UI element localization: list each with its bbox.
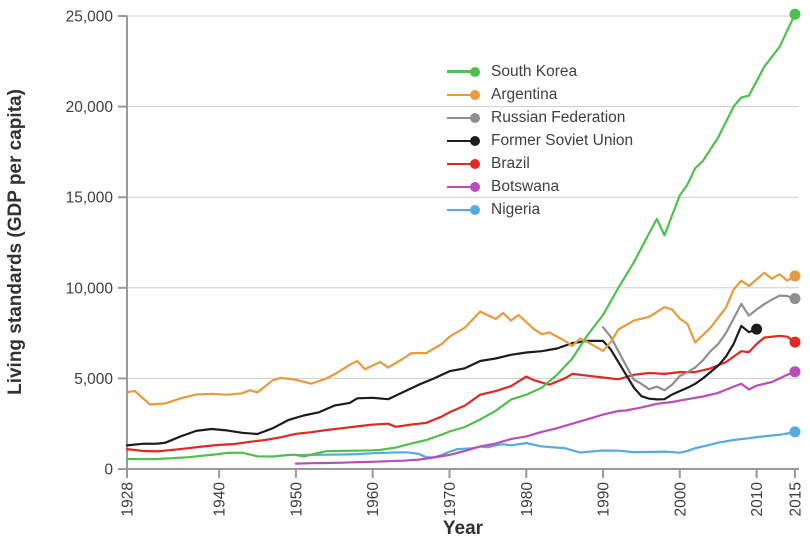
series-end-dot-nigeria bbox=[789, 426, 801, 438]
legend-label: Argentina bbox=[491, 85, 558, 103]
series-line-russian-federation bbox=[601, 294, 797, 392]
y-tick-label: 0 bbox=[104, 462, 113, 479]
series-end-dot-argentina bbox=[789, 270, 801, 282]
series-end-dot-russian-federation bbox=[789, 293, 801, 305]
y-tick-label: 20,000 bbox=[66, 99, 114, 116]
legend-dot-icon bbox=[470, 158, 480, 169]
legend-swatch-icon bbox=[447, 182, 480, 193]
x-tick-label: 1980 bbox=[519, 482, 536, 517]
series-end-dot-former-soviet-union bbox=[751, 323, 763, 335]
legend-line-icon bbox=[447, 185, 477, 189]
legend-dot-icon bbox=[470, 89, 480, 100]
legend-swatch-icon bbox=[447, 205, 480, 216]
x-tick-label: 2010 bbox=[749, 482, 766, 517]
series-line-south-korea bbox=[125, 13, 797, 461]
legend-line-icon bbox=[447, 93, 477, 96]
x-tick-label: 2015 bbox=[788, 482, 805, 516]
legend-label: Botswana bbox=[491, 178, 560, 196]
legend-item-brazil: Brazil bbox=[447, 152, 633, 175]
legend-item-botswana: Botswana bbox=[447, 175, 633, 198]
x-tick-label: 1940 bbox=[212, 482, 229, 517]
legend-dot-icon bbox=[470, 205, 480, 216]
legend-swatch-icon bbox=[447, 135, 480, 146]
series-end-dot-brazil bbox=[789, 336, 801, 348]
legend-label: Former Soviet Union bbox=[491, 131, 634, 149]
x-axis-title: Year bbox=[442, 518, 484, 539]
series-line-nigeria bbox=[294, 430, 797, 459]
y-axis-title: Living standards (GDP per capita) bbox=[5, 89, 26, 395]
legend-item-nigeria: Nigeria bbox=[447, 199, 633, 222]
legend-swatch-icon bbox=[447, 66, 480, 77]
legend-label: Brazil bbox=[491, 154, 530, 172]
series-line-botswana bbox=[294, 370, 797, 465]
legend-item-argentina: Argentina bbox=[447, 83, 633, 106]
x-tick-label: 1970 bbox=[442, 482, 459, 517]
legend-line-icon bbox=[447, 162, 477, 165]
x-tick-label: 1950 bbox=[288, 482, 305, 517]
y-tick-label: 10,000 bbox=[66, 280, 114, 297]
y-tick-label: 25,000 bbox=[66, 9, 114, 26]
legend-label: Nigeria bbox=[491, 201, 541, 219]
series-end-dot-south-korea bbox=[789, 8, 801, 20]
legend-swatch-icon bbox=[447, 89, 480, 100]
legend-line-icon bbox=[447, 209, 477, 212]
legend-item-russian-federation: Russian Federation bbox=[447, 106, 633, 129]
x-tick-label: 1928 bbox=[120, 482, 137, 516]
legend-dot-icon bbox=[470, 135, 480, 146]
legend-item-former-soviet-union: Former Soviet Union bbox=[447, 129, 633, 152]
series-line-argentina bbox=[125, 271, 797, 406]
series-line-brazil bbox=[125, 334, 797, 453]
series-end-dot-botswana bbox=[789, 366, 801, 378]
legend-label: South Korea bbox=[491, 62, 578, 80]
x-tick-label: 2000 bbox=[672, 482, 689, 517]
legend: South Korea Argentina Russian Federation Fo… bbox=[447, 60, 633, 222]
series-line-former-soviet-union bbox=[125, 324, 758, 447]
legend-line-icon bbox=[447, 70, 477, 73]
legend-label: Russian Federation bbox=[491, 108, 626, 126]
y-tick-label: 5,000 bbox=[74, 371, 113, 388]
y-tick-label: 15,000 bbox=[66, 190, 114, 207]
legend-dot-icon bbox=[470, 112, 480, 123]
legend-dot-icon bbox=[470, 66, 480, 77]
legend-dot-icon bbox=[470, 182, 480, 193]
legend-swatch-icon bbox=[447, 158, 480, 169]
x-tick-label: 1990 bbox=[596, 482, 613, 517]
legend-swatch-icon bbox=[447, 112, 480, 123]
legend-line-icon bbox=[447, 139, 477, 142]
x-tick-label: 1960 bbox=[365, 482, 382, 517]
legend-line-icon bbox=[447, 116, 477, 119]
legend-item-south-korea: South Korea bbox=[447, 60, 633, 83]
